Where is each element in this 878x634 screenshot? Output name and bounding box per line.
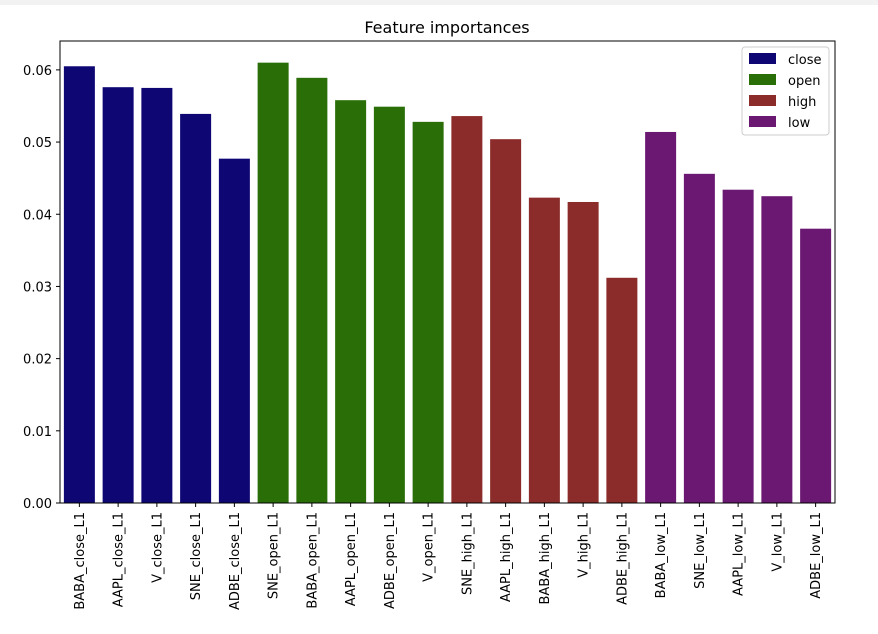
x-tick-label: AAPL_high_L1 [499,512,514,602]
chart-title: Feature importances [364,18,529,37]
x-tick-label: ADBE_low_L1 [809,512,824,599]
x-tick-label: ADBE_high_L1 [615,512,630,605]
x-tick-label: AAPL_close_L1 [112,512,127,607]
x-tick-label: AAPL_low_L1 [732,512,747,596]
x-tick-label: BABA_low_L1 [654,512,669,598]
y-axis: 0.00 0.01 0.02 0.03 0.04 0.05 0.06 [23,64,60,512]
x-tick-label: SNE_close_L1 [189,512,204,600]
x-tick-label: SNE_open_L1 [267,512,282,599]
bar-BABA_close_L1 [63,66,95,503]
bar-AAPL_high_L1 [490,139,522,504]
bar-V_low_L1 [761,196,793,503]
legend-label-close: close [788,53,821,68]
x-tick-label: ADBE_close_L1 [228,512,243,610]
x-tick-label: V_low_L1 [770,512,785,572]
x-tick-label: ADBE_open_L1 [383,512,398,609]
x-tick-label: SNE_high_L1 [460,512,475,595]
x-tick-label: BABA_open_L1 [305,512,320,609]
x-tick-label: V_high_L1 [577,512,592,578]
x-tick-label: AAPL_open_L1 [344,512,359,606]
legend-swatch-low [749,116,776,127]
legend-label-high: high [788,95,816,110]
bar-SNE_open_L1 [257,62,289,503]
x-axis: BABA_close_L1 AAPL_close_L1 V_close_L1 SNE_… [73,503,824,610]
bar-V_high_L1 [567,201,599,503]
bar-SNE_high_L1 [451,116,483,503]
y-tick-label: 0.03 [23,280,52,295]
window-top-strip [0,0,878,5]
bars [63,62,832,504]
bar-BABA_open_L1 [296,77,328,504]
bar-V_close_L1 [141,87,173,503]
y-tick-label: 0.00 [23,497,52,512]
bar-AAPL_low_L1 [722,189,754,504]
legend-swatch-open [749,74,776,85]
legend-label-low: low [788,116,811,131]
bar-BABA_high_L1 [528,197,560,503]
bar-ADBE_low_L1 [800,228,832,503]
legend: close open high low [741,46,830,136]
bar-ADBE_open_L1 [373,106,405,504]
legend-swatch-close [749,53,776,64]
bar-V_open_L1 [412,121,444,503]
bar-ADBE_high_L1 [606,277,638,503]
bar-BABA_low_L1 [645,131,677,504]
x-tick-label: BABA_high_L1 [538,512,553,604]
legend-box [741,46,830,136]
legend-label-open: open [788,74,820,89]
bar-AAPL_open_L1 [335,100,367,503]
y-tick-label: 0.02 [23,353,52,368]
bar-SNE_low_L1 [683,173,715,503]
bar-SNE_close_L1 [180,113,212,504]
y-tick-label: 0.06 [23,64,52,79]
x-tick-label: BABA_close_L1 [73,512,88,610]
plot-frame [59,40,836,504]
x-tick-label: V_open_L1 [422,512,437,582]
y-tick-label: 0.04 [23,208,52,223]
bar-ADBE_close_L1 [218,158,250,503]
legend-swatch-high [749,95,776,106]
bar-AAPL_close_L1 [102,87,134,503]
x-tick-label: V_close_L1 [150,512,165,583]
x-tick-label: SNE_low_L1 [693,512,708,589]
y-tick-label: 0.05 [23,136,52,151]
y-tick-label: 0.01 [23,425,52,440]
